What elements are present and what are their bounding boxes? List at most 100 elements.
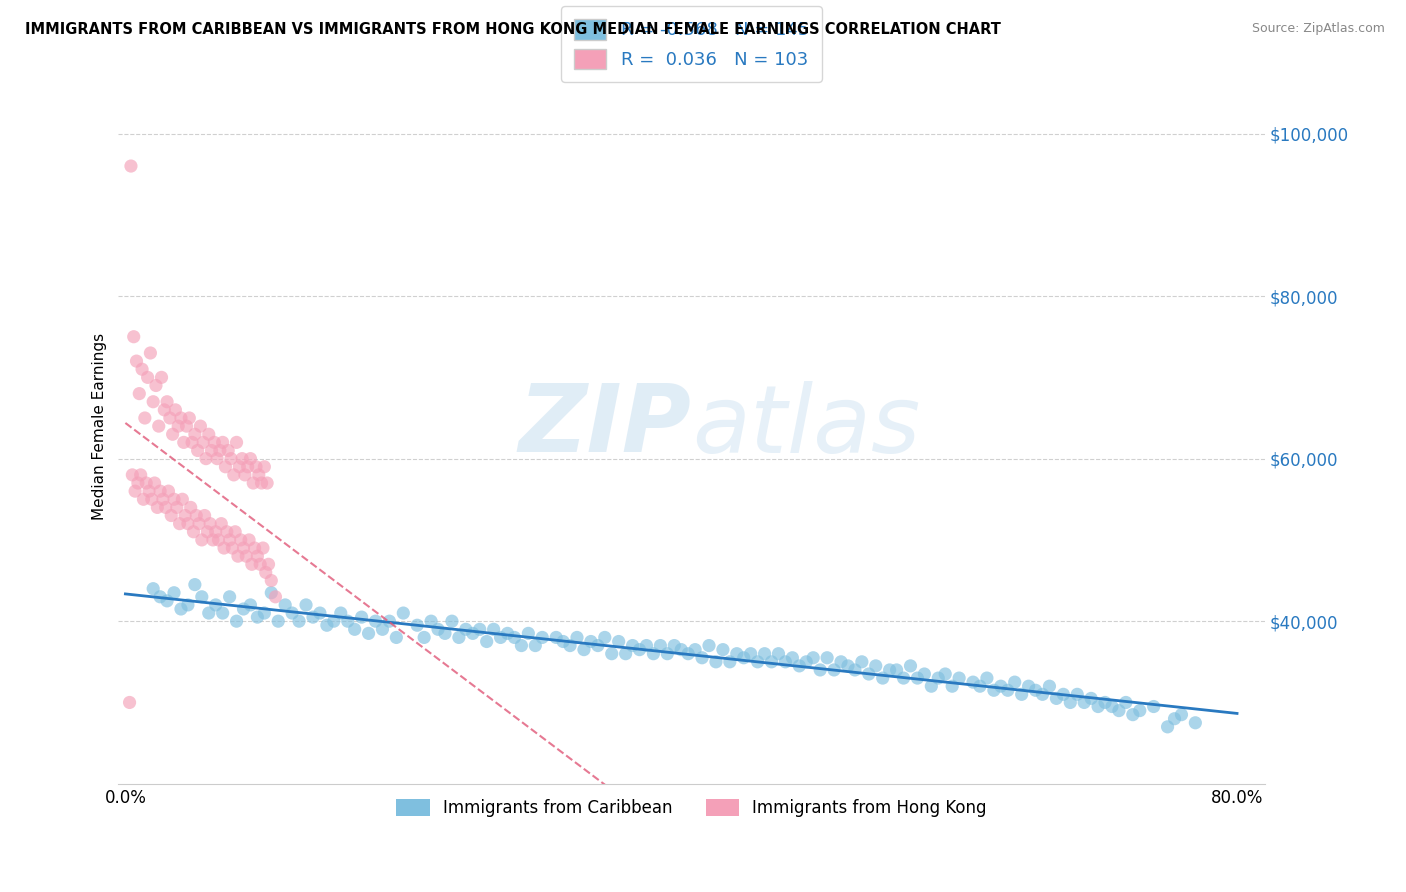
Point xyxy=(218,533,240,547)
Point xyxy=(139,346,162,360)
Point xyxy=(704,655,727,669)
Point xyxy=(879,663,901,677)
Point xyxy=(190,419,212,434)
Point xyxy=(180,500,202,515)
Point xyxy=(433,626,456,640)
Point xyxy=(1156,720,1178,734)
Point xyxy=(173,435,195,450)
Point xyxy=(976,671,998,685)
Point xyxy=(165,402,187,417)
Point xyxy=(309,606,332,620)
Point xyxy=(1018,679,1040,693)
Point xyxy=(222,467,245,482)
Point xyxy=(214,459,236,474)
Point xyxy=(900,659,922,673)
Point xyxy=(135,476,157,491)
Point xyxy=(187,443,209,458)
Point xyxy=(657,647,679,661)
Point xyxy=(718,655,741,669)
Point xyxy=(517,626,540,640)
Point xyxy=(207,533,229,547)
Point xyxy=(125,354,148,368)
Point xyxy=(1011,687,1033,701)
Point xyxy=(146,500,169,515)
Point xyxy=(211,435,233,450)
Point xyxy=(1108,704,1130,718)
Point xyxy=(1025,683,1047,698)
Point xyxy=(664,639,686,653)
Point xyxy=(197,606,219,620)
Point xyxy=(184,427,207,442)
Point xyxy=(733,650,755,665)
Point xyxy=(579,634,602,648)
Point xyxy=(150,370,173,384)
Point xyxy=(1066,687,1088,701)
Point xyxy=(962,675,984,690)
Point xyxy=(202,435,225,450)
Point xyxy=(217,443,239,458)
Point xyxy=(872,671,894,685)
Point xyxy=(229,533,252,547)
Point xyxy=(676,647,699,661)
Point xyxy=(969,679,991,693)
Point xyxy=(1143,699,1166,714)
Point xyxy=(697,639,720,653)
Point xyxy=(136,370,159,384)
Point xyxy=(138,484,160,499)
Point xyxy=(169,516,191,531)
Point xyxy=(643,647,665,661)
Point xyxy=(239,598,262,612)
Point xyxy=(228,459,250,474)
Point xyxy=(683,642,706,657)
Point xyxy=(226,549,249,564)
Point xyxy=(281,606,304,620)
Point xyxy=(754,647,776,661)
Point xyxy=(148,419,170,434)
Point xyxy=(239,451,262,466)
Point xyxy=(131,362,153,376)
Point xyxy=(1031,687,1053,701)
Point xyxy=(127,476,149,491)
Point xyxy=(427,623,450,637)
Point xyxy=(621,639,644,653)
Text: atlas: atlas xyxy=(692,381,920,472)
Point xyxy=(208,443,231,458)
Point xyxy=(197,427,219,442)
Point xyxy=(177,598,200,612)
Text: Source: ZipAtlas.com: Source: ZipAtlas.com xyxy=(1251,22,1385,36)
Point xyxy=(844,663,866,677)
Point xyxy=(851,655,873,669)
Point xyxy=(302,610,325,624)
Point xyxy=(1073,696,1095,710)
Point xyxy=(260,586,283,600)
Point xyxy=(1087,699,1109,714)
Point xyxy=(593,631,616,645)
Point xyxy=(184,577,207,591)
Point xyxy=(160,508,183,523)
Point xyxy=(1059,696,1081,710)
Point xyxy=(209,516,232,531)
Point xyxy=(983,683,1005,698)
Point xyxy=(1170,707,1192,722)
Point xyxy=(122,329,145,343)
Point xyxy=(256,476,278,491)
Point xyxy=(565,631,588,645)
Point xyxy=(163,492,186,507)
Point xyxy=(201,533,224,547)
Point xyxy=(510,639,533,653)
Point xyxy=(267,614,290,628)
Point xyxy=(1163,712,1185,726)
Point xyxy=(159,411,181,425)
Point xyxy=(1184,715,1206,730)
Point xyxy=(195,524,218,539)
Point xyxy=(801,650,824,665)
Point xyxy=(288,614,311,628)
Point xyxy=(215,524,238,539)
Point xyxy=(413,631,436,645)
Point xyxy=(789,659,811,673)
Point xyxy=(170,411,193,425)
Point xyxy=(231,451,253,466)
Point xyxy=(725,647,748,661)
Point xyxy=(761,655,783,669)
Point xyxy=(149,590,172,604)
